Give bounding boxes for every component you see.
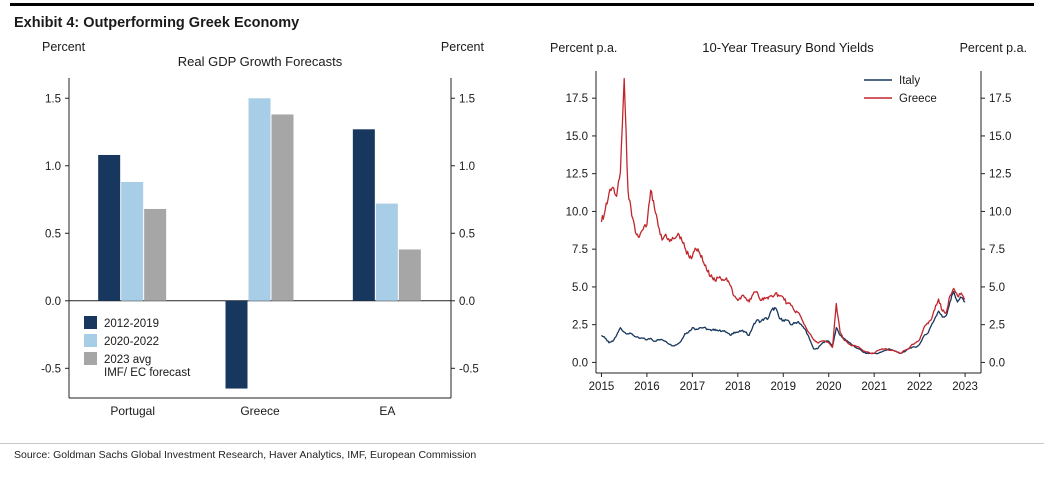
- exhibit-page: Exhibit 4: Outperforming Greek Economy P…: [0, 3, 1044, 461]
- y-tick-label: 15.0: [566, 131, 588, 143]
- series-line-greece: [600, 77, 966, 355]
- y-tick-label: 0.0: [989, 357, 1005, 369]
- bar-plot-area: 1.5 1.5 1.0 1.0 0.5 0.5 0.0 0.0 -0.5 -0.5 Portugal…: [41, 78, 479, 418]
- y-tick-label: 0.5: [45, 228, 61, 240]
- x-tick-label: 2022: [907, 381, 933, 393]
- y-tick-label: 12.5: [566, 169, 588, 181]
- y-tick-label: 12.5: [989, 169, 1011, 181]
- bar: [352, 129, 375, 301]
- legend-label: 2023 avg: [104, 354, 151, 366]
- x-tick-label: 2017: [680, 381, 706, 393]
- y-tick-label: 1.5: [459, 93, 475, 105]
- x-tick-label: 2023: [952, 381, 978, 393]
- y-tick-label: 7.5: [572, 244, 588, 256]
- top-rule: [10, 3, 1034, 6]
- legend-label: IMF/ EC forecast: [104, 367, 191, 379]
- bar: [225, 300, 248, 389]
- line-plot-area: 0.0 0.0 2.5 2.5 5.0 5.0 7.5 7.5 10.0 10.0 12.5 12.5…: [566, 71, 1011, 393]
- legend-label: Italy: [899, 75, 920, 87]
- bar: [248, 98, 271, 301]
- y-tick-label: 5.0: [572, 282, 588, 294]
- y-tick-label: 10.0: [566, 206, 588, 218]
- yields-line-chart-svg: Percent p.a. 10-Year Treasury Bond Yield…: [550, 40, 1027, 393]
- bar: [144, 208, 167, 301]
- series-line-italy: [601, 290, 966, 355]
- category-label: Greece: [240, 404, 280, 418]
- x-tick-label: 2019: [770, 381, 796, 393]
- y-tick-label: 0.0: [45, 296, 61, 308]
- bar: [121, 181, 144, 301]
- exhibit-title: Exhibit 4: Outperforming Greek Economy: [14, 15, 300, 31]
- y-tick-label: 7.5: [989, 244, 1005, 256]
- y-tick-label: -0.5: [459, 363, 479, 375]
- source-note: Source: Goldman Sachs Global Investment …: [14, 449, 477, 461]
- bar-chart-title: Real GDP Growth Forecasts: [178, 54, 343, 69]
- y-tick-label: 0.0: [572, 357, 588, 369]
- legend-swatch: [84, 334, 97, 347]
- y-tick-label: 15.0: [989, 131, 1011, 143]
- yields-line-chart: Percent p.a. 10-Year Treasury Bond Yield…: [534, 33, 1039, 440]
- y-tick-label: 17.5: [566, 93, 588, 105]
- legend-swatch: [84, 352, 97, 365]
- y-tick-label: 5.0: [989, 282, 1005, 294]
- legend-swatch: [84, 316, 97, 329]
- line-right-axis-title: Percent p.a.: [960, 41, 1027, 55]
- y-tick-label: -0.5: [41, 363, 61, 375]
- y-tick-label: 1.0: [459, 161, 475, 173]
- line-chart-title: 10-Year Treasury Bond Yields: [702, 40, 874, 55]
- footer-rule: [0, 443, 1044, 444]
- bar-right-axis-title: Percent: [441, 40, 485, 54]
- line-left-axis-title: Percent p.a.: [550, 41, 617, 55]
- y-tick-label: 2.5: [572, 320, 588, 332]
- bar: [398, 249, 421, 301]
- x-tick-label: 2018: [725, 381, 751, 393]
- legend-label: 2012-2019: [104, 318, 159, 330]
- y-tick-label: 1.5: [45, 93, 61, 105]
- x-tick-label: 2020: [816, 381, 842, 393]
- bar-left-axis-title: Percent: [42, 40, 86, 54]
- bar: [375, 203, 398, 301]
- y-tick-label: 2.5: [989, 320, 1005, 332]
- legend-label: Greece: [899, 93, 937, 105]
- bar: [98, 154, 121, 301]
- charts-row: Percent Real GDP Growth Forecasts Percen…: [14, 33, 1044, 440]
- y-tick-label: 0.0: [459, 296, 475, 308]
- y-tick-label: 0.5: [459, 228, 475, 240]
- x-tick-label: 2015: [589, 381, 615, 393]
- category-label: Portugal: [110, 404, 155, 418]
- gdp-bar-chart: Percent Real GDP Growth Forecasts Percen…: [14, 33, 506, 440]
- y-tick-label: 17.5: [989, 93, 1011, 105]
- bar: [271, 114, 294, 301]
- y-tick-label: 10.0: [989, 206, 1011, 218]
- y-tick-label: 1.0: [45, 161, 61, 173]
- category-label: EA: [379, 404, 395, 418]
- x-tick-label: 2016: [634, 381, 660, 393]
- x-tick-label: 2021: [861, 381, 887, 393]
- legend-label: 2020-2022: [104, 336, 159, 348]
- gdp-bar-chart-svg: Percent Real GDP Growth Forecasts Percen…: [41, 40, 485, 418]
